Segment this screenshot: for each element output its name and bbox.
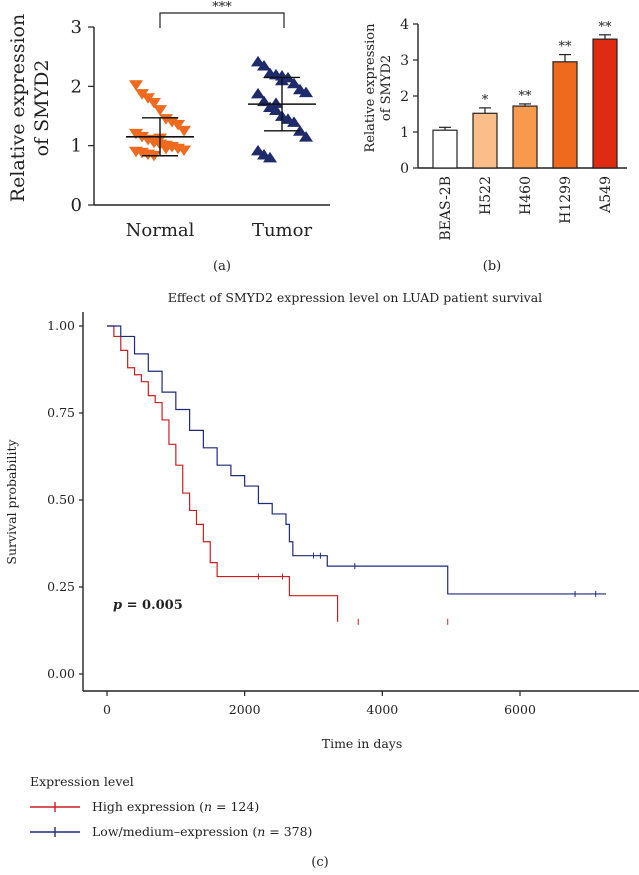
y-tick-label: 0.50 xyxy=(47,492,75,507)
significance-label: ** xyxy=(599,20,613,35)
significance-label: ** xyxy=(559,40,573,55)
data-point xyxy=(287,77,301,89)
x-tick-label: H1299 xyxy=(558,176,574,224)
legend-item-high: High expression (n = 124) xyxy=(30,799,259,814)
panel-b-yaxis-ticks: 0 1 2 3 4 xyxy=(400,17,418,177)
y-tick-label: 0.00 xyxy=(47,666,75,681)
data-point xyxy=(177,125,191,137)
panel-c-survival: Effect of SMYD2 expression level on LUAD… xyxy=(4,290,639,870)
survival-curve xyxy=(107,325,607,595)
y-tick-label: 3 xyxy=(71,17,82,38)
data-point xyxy=(269,97,283,108)
significance-label: ** xyxy=(519,89,533,104)
panel-c-yaxis-ticks: 0.00 0.25 0.50 0.75 1.00 xyxy=(47,318,83,681)
survival-curve xyxy=(107,325,339,622)
y-tick-label: 3 xyxy=(400,53,409,69)
legend-title: Expression level xyxy=(30,774,134,789)
y-tick-label: 4 xyxy=(400,17,409,33)
data-point xyxy=(251,144,265,156)
panel-a-ylabel-line2: of SMYD2 xyxy=(31,60,53,157)
data-point xyxy=(177,145,191,157)
data-point xyxy=(269,104,283,115)
panel-b-bar: Relative expression of SMYD2 0 1 2 3 4 BEAS-… xyxy=(363,17,627,274)
data-point xyxy=(129,80,143,91)
y-tick-label: 1.00 xyxy=(47,318,75,333)
y-tick-label: 2 xyxy=(400,89,409,105)
y-tick-label: 1 xyxy=(400,125,409,141)
panel-a-scatter: Relative expression of SMYD2 0 1 2 3 Normal… xyxy=(7,0,330,274)
panel-b-label: (b) xyxy=(483,259,501,274)
legend-item-low: Low/medium–expression (n = 378) xyxy=(30,824,312,839)
y-tick-label: 0 xyxy=(400,161,409,177)
x-tick-label: BEAS-2B xyxy=(438,176,454,241)
x-tick-label: 0 xyxy=(103,702,111,717)
data-point xyxy=(287,116,301,127)
y-tick-label: 0.75 xyxy=(47,405,75,420)
panel-a-points xyxy=(126,55,316,163)
panel-c-curves xyxy=(107,325,607,625)
legend-label-low: Low/medium–expression (n = 378) xyxy=(92,824,312,839)
panel-a-significance-bracket xyxy=(159,12,285,28)
data-point xyxy=(147,98,161,109)
panel-b-ylabel-line2: of SMYD2 xyxy=(379,55,394,121)
panel-c-xlabel: Time in days xyxy=(322,736,403,751)
y-tick-label: 0.25 xyxy=(47,579,75,594)
panel-b-ylabel-line1: Relative expression xyxy=(363,23,378,153)
panel-c-xaxis-ticks: 0 2000 4000 6000 xyxy=(103,691,536,717)
data-point xyxy=(299,86,313,98)
data-point xyxy=(159,143,173,155)
data-point xyxy=(251,87,265,99)
data-point xyxy=(171,120,185,131)
y-tick-label: 0 xyxy=(71,195,82,216)
panel-c-plot-frame xyxy=(83,312,639,691)
data-point xyxy=(165,117,179,128)
x-tick-label-normal: Normal xyxy=(126,220,195,241)
x-tick-label: 6000 xyxy=(504,702,536,717)
panel-b-bars: BEAS-2B * H522 ** H460 ** H1299 ** A549 xyxy=(432,20,618,241)
bar xyxy=(472,112,498,169)
y-tick-label: 2 xyxy=(71,76,82,97)
x-tick-label: H522 xyxy=(478,176,494,215)
significance-label: * xyxy=(482,93,489,108)
panel-c-label: (c) xyxy=(311,855,328,870)
x-tick-label: H460 xyxy=(518,176,534,215)
data-point xyxy=(153,105,167,116)
panel-c-ylabel: Survival probability xyxy=(4,438,19,564)
legend-label-high: High expression (n = 124) xyxy=(92,799,259,814)
bar xyxy=(552,61,578,169)
y-tick-label: 1 xyxy=(71,136,82,157)
x-tick-label: 4000 xyxy=(366,702,398,717)
panel-a-significance-label: *** xyxy=(212,0,232,15)
data-point xyxy=(159,114,173,125)
x-tick-label: A549 xyxy=(598,176,614,214)
panel-a-xaxis-labels: Normal Tumor xyxy=(126,220,313,241)
data-point xyxy=(251,55,265,67)
bar xyxy=(432,129,458,169)
panel-c-title: Effect of SMYD2 expression level on LUAD… xyxy=(168,290,542,305)
p-value-annotation: p = 0.005 xyxy=(113,598,183,613)
bar xyxy=(512,105,538,169)
data-point xyxy=(129,128,143,140)
x-tick-label: 2000 xyxy=(229,702,261,717)
panel-a-ylabel-line1: Relative expression xyxy=(7,14,29,202)
data-point xyxy=(257,59,271,71)
data-point xyxy=(263,151,277,163)
bar xyxy=(592,38,618,169)
x-tick-label-tumor: Tumor xyxy=(252,220,313,241)
panel-a-label: (a) xyxy=(213,259,231,274)
panel-a-yaxis-ticks: 0 1 2 3 xyxy=(71,17,94,216)
data-point xyxy=(299,131,313,142)
